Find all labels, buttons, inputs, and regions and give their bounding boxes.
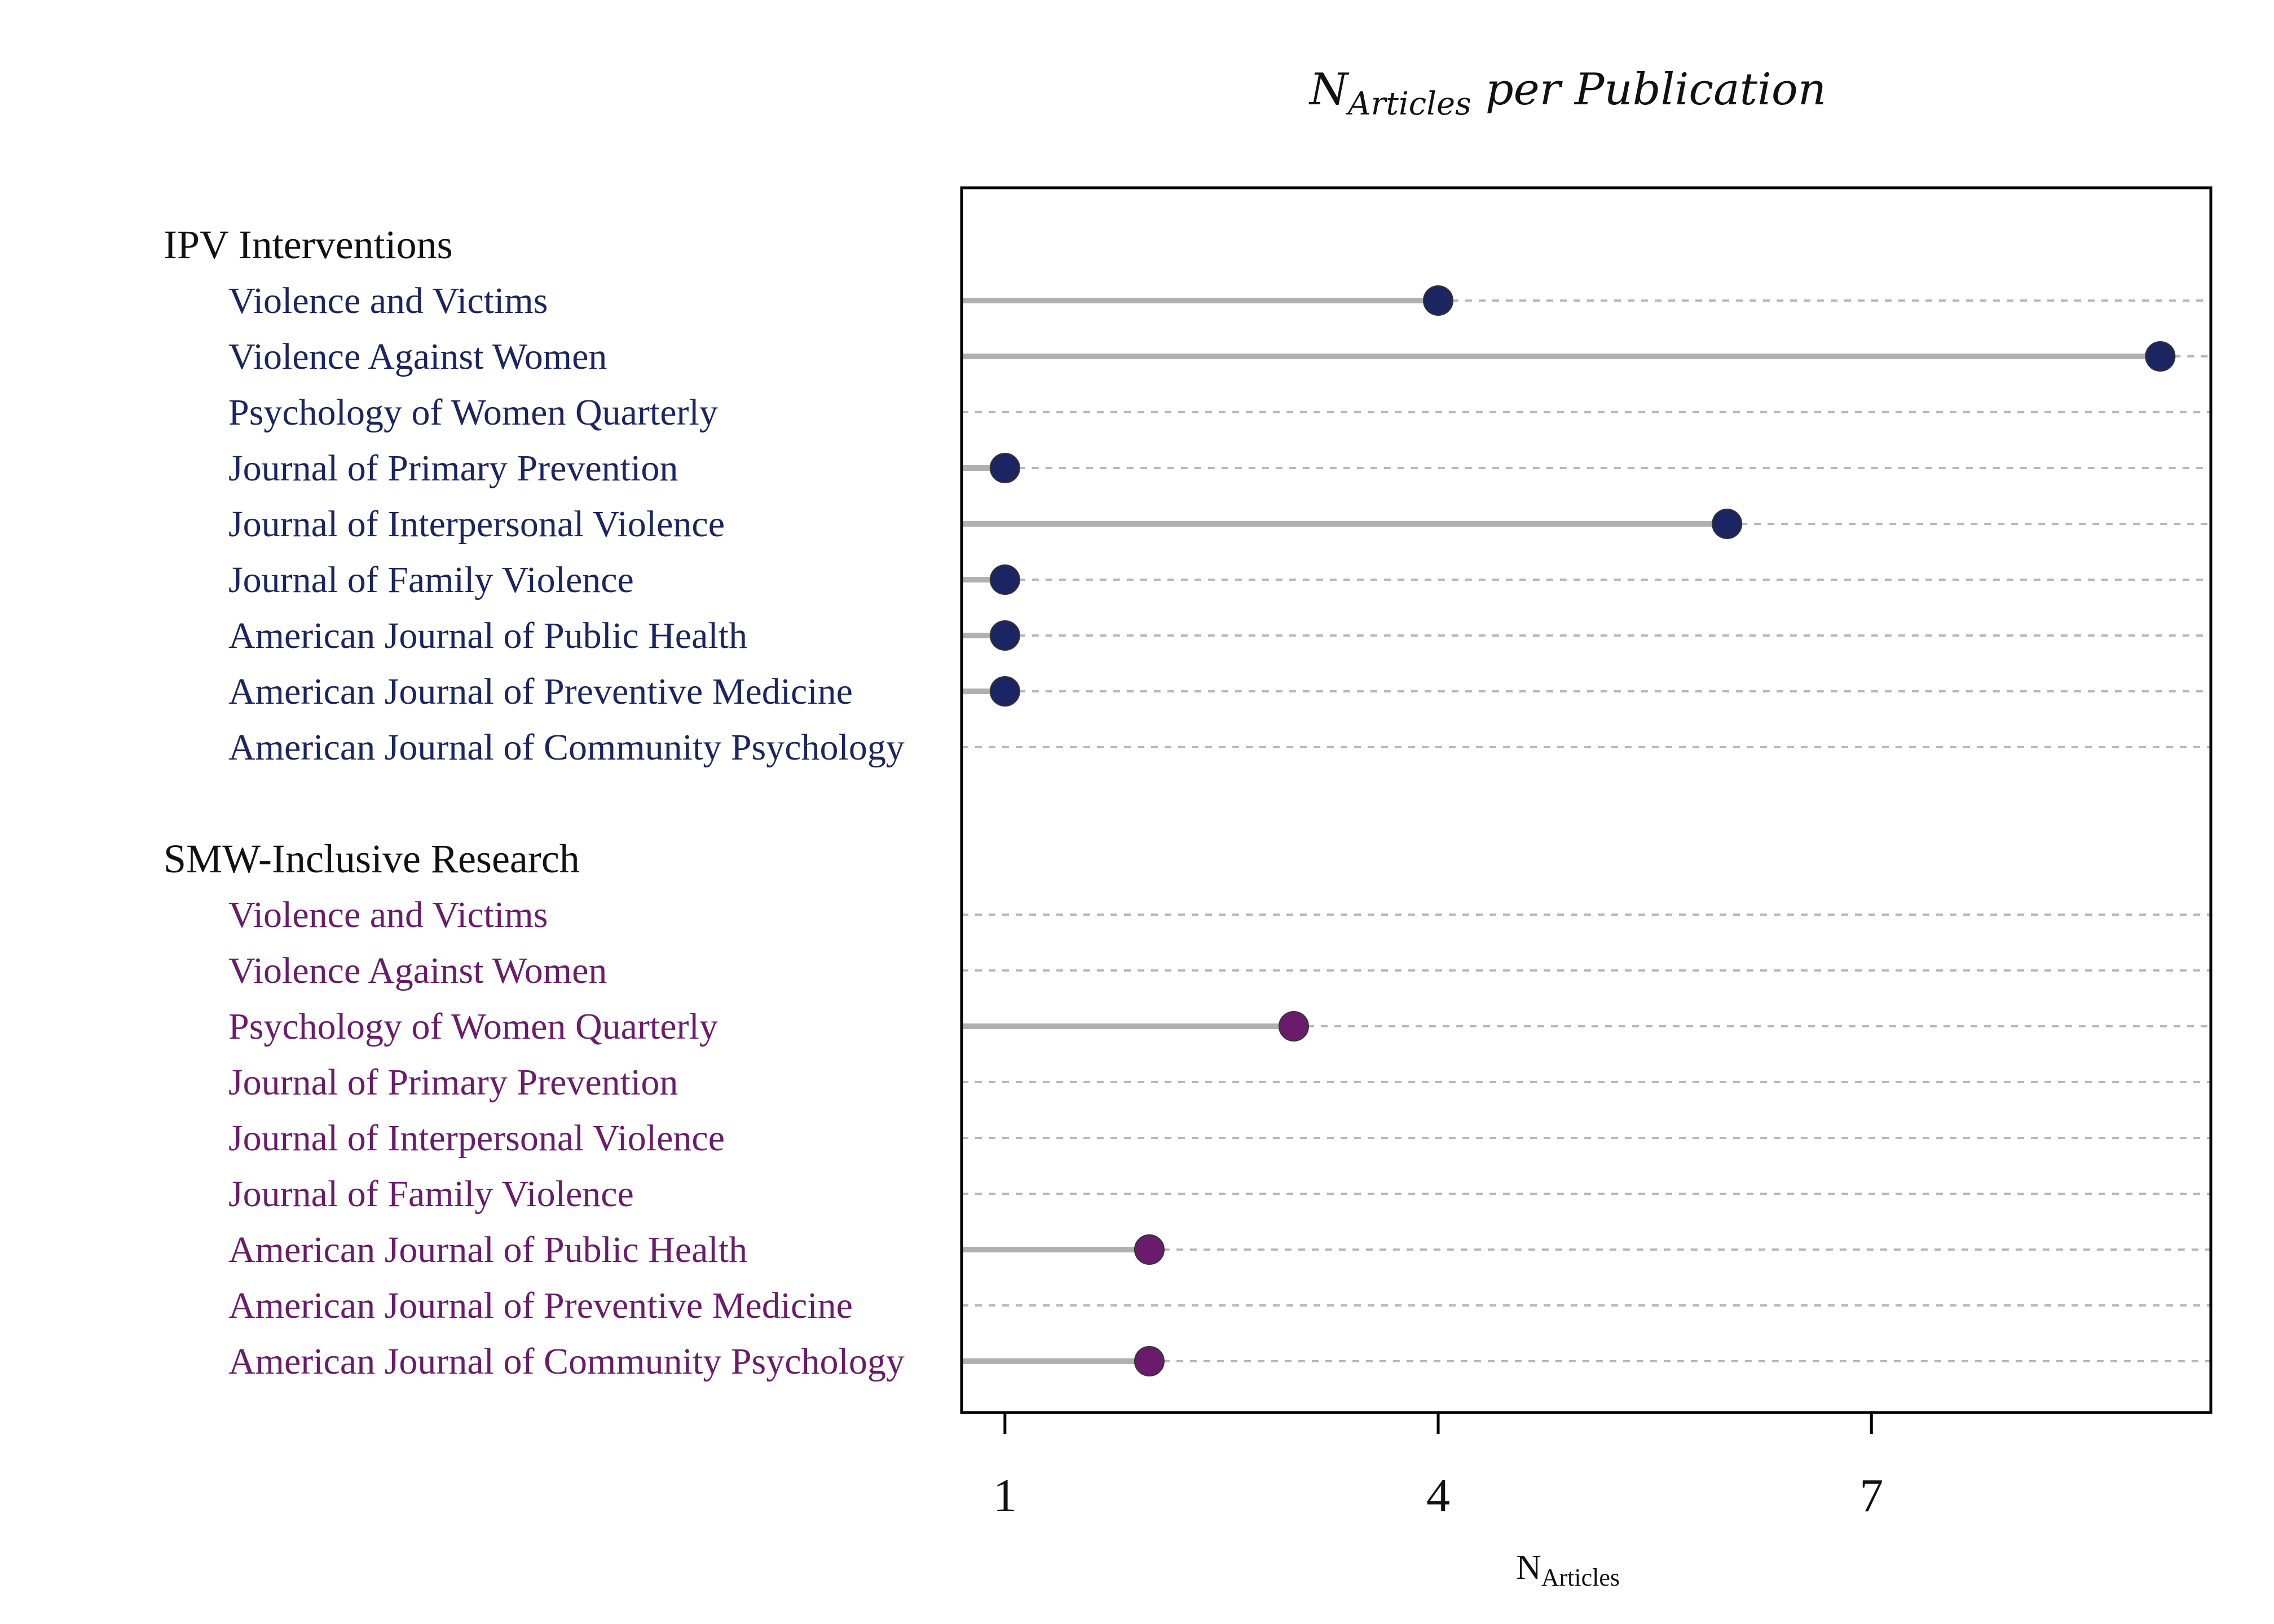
row-label: American Journal of Public Health	[228, 1229, 747, 1270]
data-point	[1423, 285, 1454, 316]
row-label: American Journal of Preventive Medicine	[228, 1285, 853, 1326]
data-point	[989, 453, 1020, 483]
data-point	[1134, 1346, 1165, 1376]
x-axis: 1 4 7	[993, 1413, 1883, 1522]
row-label: Violence Against Women	[228, 950, 607, 991]
chart-title-rest: per Publication	[1471, 64, 1826, 115]
chart-title-subscript: Articles	[1345, 86, 1471, 122]
row-label: American Journal of Preventive Medicine	[228, 671, 853, 712]
row-label: Violence and Victims	[228, 280, 548, 321]
data-point	[1134, 1234, 1165, 1265]
row-label: Psychology of Women Quarterly	[228, 1006, 718, 1047]
x-axis-title: NArticles	[1516, 1548, 1620, 1591]
row-label: Journal of Family Violence	[228, 1173, 634, 1215]
data-point	[989, 564, 1020, 595]
data-point	[989, 620, 1020, 651]
rows-layer	[962, 285, 2211, 1376]
row-label: American Journal of Community Psychology	[228, 727, 905, 768]
x-axis-title-n: N	[1516, 1548, 1541, 1587]
x-tick-label: 7	[1859, 1469, 1883, 1522]
row-label: Psychology of Women Quarterly	[228, 392, 718, 433]
group-heading: SMW-Inclusive Research	[164, 836, 580, 881]
chart-title-n: N	[1308, 64, 1350, 115]
row-label: American Journal of Public Health	[228, 615, 747, 656]
data-point	[1712, 509, 1743, 539]
row-label: Journal of Interpersonal Violence	[228, 1118, 725, 1159]
row-label: Journal of Primary Prevention	[228, 1062, 678, 1103]
chart-title: NArticles per Publication	[1308, 64, 1826, 122]
x-axis-title-subscript: Articles	[1541, 1564, 1620, 1591]
x-tick-label: 1	[993, 1469, 1017, 1522]
row-label: American Journal of Community Psychology	[228, 1341, 905, 1382]
group-heading: IPV Interventions	[164, 222, 453, 267]
x-tick-label: 4	[1426, 1469, 1450, 1522]
data-point	[989, 676, 1020, 707]
labels-layer: IPV Interventions Violence and Victims Vio…	[164, 222, 905, 1382]
row-label: Journal of Primary Prevention	[228, 448, 678, 489]
row-label: Journal of Family Violence	[228, 559, 634, 601]
row-label: Violence Against Women	[228, 336, 607, 377]
plot-frame	[960, 186, 2213, 1414]
data-point	[1278, 1011, 1309, 1042]
row-label: Journal of Interpersonal Violence	[228, 504, 725, 545]
data-point	[2145, 341, 2176, 372]
row-label: Violence and Victims	[228, 894, 548, 935]
